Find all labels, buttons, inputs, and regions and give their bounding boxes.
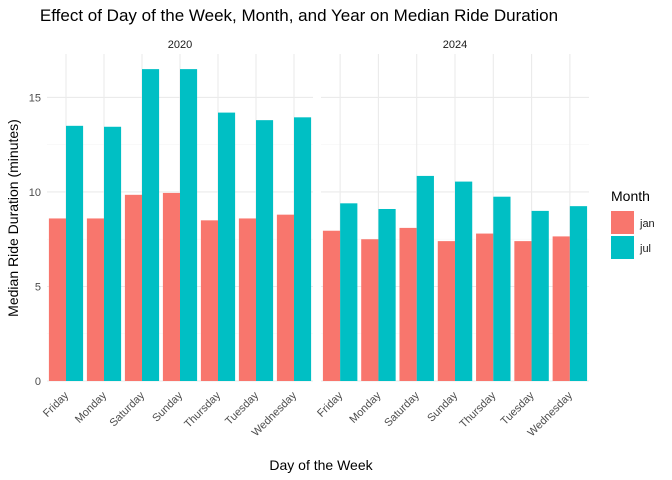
bar-2020-wednesday-jan	[276, 214, 294, 381]
x-tick-label: Sunday	[425, 389, 460, 424]
x-axis-title: Day of the Week	[269, 457, 373, 473]
bar-2024-thursday-jul	[493, 196, 511, 381]
legend: Month jan jul	[611, 188, 655, 259]
bar-2024-tuesday-jul	[531, 210, 549, 381]
bar-2020-sunday-jul	[180, 69, 198, 381]
y-tick-label: 5	[35, 281, 41, 293]
bar-2024-wednesday-jan	[552, 236, 570, 381]
legend-title: Month	[611, 188, 650, 204]
bar-2020-tuesday-jul	[256, 120, 274, 381]
x-tick-label: Monday	[347, 389, 384, 426]
y-tick-label: 10	[29, 187, 41, 199]
x-tick-label: Monday	[73, 389, 110, 426]
x-tick-label: Friday	[41, 389, 71, 419]
legend-label-jul: jul	[639, 243, 651, 255]
bar-2020-friday-jan	[48, 218, 66, 381]
bar-2020-thursday-jul	[218, 112, 236, 382]
x-tick-label: Tuesday	[499, 389, 537, 427]
x-tick-label: Saturday	[108, 389, 148, 429]
bar-2020-tuesday-jan	[238, 218, 256, 381]
x-tick-label: Saturday	[382, 389, 422, 429]
bar-2024-monday-jan	[361, 239, 379, 381]
bar-2020-friday-jul	[66, 125, 84, 381]
x-tick-label: Thursday	[457, 389, 498, 430]
x-tick-label: Tuesday	[223, 389, 261, 427]
bar-2024-friday-jan	[322, 230, 341, 381]
y-axis: 0 5 10 15	[29, 92, 41, 388]
bar-2024-friday-jul	[340, 203, 358, 381]
y-tick-label: 15	[29, 92, 41, 104]
facet-strip-label: 2020	[168, 39, 192, 51]
bar-2024-sunday-jan	[437, 241, 455, 381]
bar-2024-sunday-jul	[455, 181, 473, 381]
x-tick-label: Sunday	[150, 389, 185, 424]
chart-title: Effect of Day of the Week, Month, and Ye…	[40, 6, 558, 25]
bar-2020-monday-jan	[86, 218, 104, 381]
bar-2020-saturday-jul	[142, 69, 160, 381]
bar-2020-sunday-jan	[162, 192, 180, 381]
legend-key-jul	[611, 236, 634, 259]
bar-2024-saturday-jan	[399, 227, 417, 381]
bar-2024-wednesday-jul	[569, 206, 588, 381]
bar-2020-saturday-jan	[124, 194, 142, 381]
facet-strip-label: 2024	[443, 39, 467, 51]
legend-label-jan: jan	[639, 218, 655, 230]
bar-2024-monday-jul	[378, 208, 396, 381]
x-tick-label: Thursday	[182, 389, 223, 430]
legend-key-jan	[611, 211, 634, 234]
bar-2020-wednesday-jul	[294, 117, 312, 382]
y-axis-title: Median Ride Duration (minutes)	[5, 119, 21, 317]
bar-2024-tuesday-jan	[514, 241, 532, 381]
bar-2020-thursday-jan	[200, 220, 218, 381]
bar-2024-thursday-jan	[476, 233, 494, 381]
x-tick-label: Friday	[315, 389, 345, 419]
bar-2024-saturday-jul	[416, 175, 434, 381]
y-tick-label: 0	[35, 376, 41, 388]
bar-2020-monday-jul	[104, 126, 122, 382]
